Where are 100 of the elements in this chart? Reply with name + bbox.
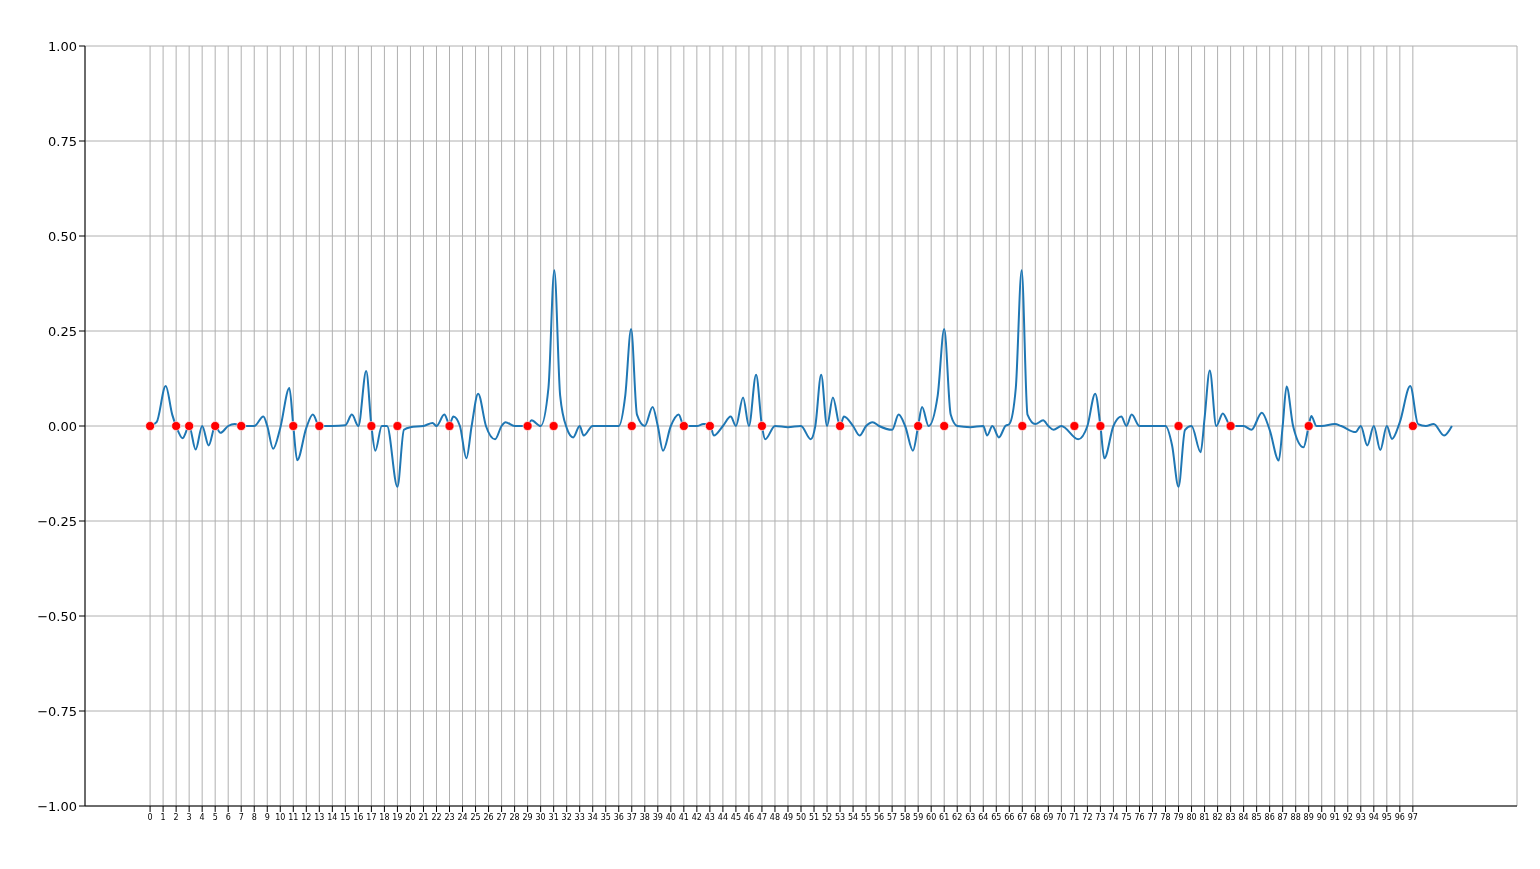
x-tick-label: 26 [483, 812, 494, 822]
y-tick-label: −0.75 [37, 703, 77, 719]
x-tick-label: 41 [678, 812, 689, 822]
x-tick-label: 81 [1199, 812, 1210, 822]
x-tick-label: 88 [1290, 812, 1301, 822]
x-tick-label: 12 [301, 812, 312, 822]
x-tick-label: 92 [1342, 812, 1353, 822]
x-tick-label: 32 [561, 812, 572, 822]
x-tick-label: 59 [913, 812, 924, 822]
x-tick-label: 51 [808, 812, 820, 822]
x-tick-label: 1 [160, 812, 166, 822]
x-tick-label: 11 [288, 812, 299, 822]
x-tick-label: 25 [470, 812, 481, 822]
x-tick-label: 84 [1238, 812, 1249, 822]
x-tick-label: 6 [225, 812, 231, 822]
x-tick-label: 28 [509, 812, 520, 822]
x-tick-label: 83 [1225, 812, 1236, 822]
x-tick-label: 33 [574, 812, 585, 822]
x-tick-label: 67 [1017, 812, 1028, 822]
x-tick-label: 5 [212, 812, 218, 822]
x-tick-label: 56 [874, 812, 885, 822]
x-tick-label: 91 [1329, 812, 1340, 822]
y-tick-label: 0.50 [48, 228, 77, 244]
y-tick-label: 0.00 [48, 418, 77, 434]
x-tick-label: 39 [652, 812, 663, 822]
x-tick-label: 97 [1407, 812, 1418, 822]
x-tick-label: 47 [756, 812, 768, 822]
x-tick-label: 35 [600, 812, 611, 822]
x-tick-label: 70 [1056, 812, 1067, 822]
x-tick-label: 90 [1316, 812, 1327, 822]
x-tick-label: 86 [1264, 812, 1275, 822]
x-tick-label: 73 [1095, 812, 1106, 822]
x-tick-label: 2 [173, 812, 179, 822]
x-tick-label: 19 [392, 812, 403, 822]
y-tick-label: −0.50 [37, 608, 77, 624]
x-tick-label: 87 [1277, 812, 1288, 822]
x-tick-label: 24 [457, 812, 468, 822]
x-tick-label: 75 [1121, 812, 1132, 822]
x-tick-label: 66 [1004, 812, 1015, 822]
x-tick-label: 45 [730, 812, 741, 822]
x-tick-label: 13 [314, 812, 325, 822]
x-tick-label: 40 [665, 812, 676, 822]
x-tick-label: 18 [379, 812, 390, 822]
x-tick-label: 65 [991, 812, 1002, 822]
x-tick-label: 27 [496, 812, 507, 822]
x-tick-label: 96 [1394, 812, 1405, 822]
x-tick-label: 74 [1108, 812, 1119, 822]
x-tick-label: 71 [1069, 812, 1080, 822]
x-tick-label: 20 [405, 812, 416, 822]
x-tick-label: 42 [691, 812, 702, 822]
x-tick-label: 23 [444, 812, 455, 822]
x-tick-label: 36 [613, 812, 624, 822]
x-tick-label: 31 [548, 812, 559, 822]
x-tick-label: 16 [353, 812, 364, 822]
x-tick-label: 21 [418, 812, 429, 822]
x-tick-label: 53 [834, 812, 846, 822]
x-tick-label: 54 [847, 812, 859, 822]
x-tick-label: 58 [900, 812, 911, 822]
x-tick-label: 64 [978, 812, 989, 822]
y-tick-label: 0.75 [48, 133, 77, 149]
x-tick-label: 57 [887, 812, 898, 822]
x-tick-label: 8 [251, 812, 257, 822]
x-tick-label: 60 [926, 812, 937, 822]
x-tick-label: 62 [952, 812, 963, 822]
x-tick-label: 69 [1043, 812, 1054, 822]
x-tick-label: 3 [186, 812, 192, 822]
y-tick-label: −0.25 [37, 513, 77, 529]
x-tick-label: 80 [1186, 812, 1197, 822]
y-tick-label: −1.00 [37, 798, 77, 814]
x-tick-label: 10 [275, 812, 286, 822]
x-tick-label: 50 [795, 812, 807, 822]
x-tick-label: 44 [717, 812, 728, 822]
x-tick-label: 82 [1212, 812, 1223, 822]
x-tick-label: 63 [965, 812, 976, 822]
x-tick-label: 76 [1134, 812, 1145, 822]
x-tick-label: 15 [340, 812, 351, 822]
x-tick-label: 68 [1030, 812, 1041, 822]
x-tick-label: 72 [1082, 812, 1093, 822]
x-tick-label: 49 [782, 812, 794, 822]
x-tick-label: 55 [861, 812, 872, 822]
x-tick-label: 79 [1173, 812, 1184, 822]
x-tick-label: 30 [535, 812, 546, 822]
x-tick-label: 43 [704, 812, 715, 822]
x-tick-label: 77 [1147, 812, 1158, 822]
x-tick-label: 61 [939, 812, 950, 822]
x-tick-label: 9 [264, 812, 270, 822]
x-tick-label: 22 [431, 812, 442, 822]
x-tick-label: 94 [1368, 812, 1379, 822]
x-tick-label: 85 [1251, 812, 1262, 822]
x-tick-label: 4 [199, 812, 205, 822]
x-tick-label: 7 [238, 812, 244, 822]
x-tick-label: 48 [769, 812, 781, 822]
x-tick-label: 0 [147, 812, 153, 822]
x-tick-label: 95 [1381, 812, 1392, 822]
x-tick-label: 46 [743, 812, 755, 822]
x-tick-label: 14 [327, 812, 338, 822]
x-tick-label: 17 [366, 812, 377, 822]
x-tick-label: 52 [821, 812, 833, 822]
x-tick-label: 29 [522, 812, 533, 822]
x-tick-label: 93 [1355, 812, 1366, 822]
